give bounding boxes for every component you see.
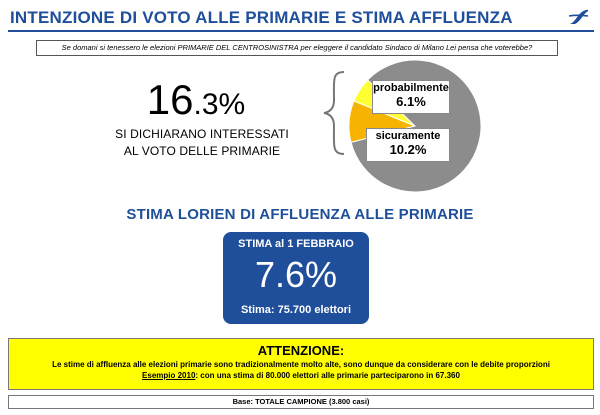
lorien-logo-icon [568, 9, 589, 24]
attention-example-label: Esempio 2010 [142, 371, 196, 380]
probabilmente-label: probabilmente [373, 82, 449, 94]
interested-caption: SI DICHIARANO INTERESSATI AL VOTO DELLE … [112, 126, 292, 160]
probabilmente-label-box: probabilmente 6.1% [372, 80, 450, 114]
page-title: INTENZIONE DI VOTO ALLE PRIMARIE E STIMA… [10, 8, 513, 27]
probabilmente-value: 6.1% [396, 94, 426, 109]
attention-box: ATTENZIONE: Le stime di affluenza alle e… [8, 338, 594, 390]
survey-question: Se domani si tenessero le elezioni PRIMA… [36, 40, 558, 56]
interested-value-decimal: .3% [193, 88, 246, 121]
voting-intention-pie-chart [348, 59, 482, 193]
stima-box-value: 7.6% [254, 254, 338, 295]
attention-line2: Esempio 2010: con una stima di 80.000 el… [9, 371, 593, 380]
title-underline [8, 30, 594, 32]
attention-example-text: : con una stima di 80.000 elettori alle … [195, 371, 460, 380]
interested-value-integer: 16 [146, 76, 194, 123]
stima-section-title: STIMA LORIEN DI AFFLUENZA ALLE PRIMARIE [126, 206, 474, 223]
stima-box: STIMA al 1 FEBBRAIO 7.6% Stima: 75.700 e… [223, 232, 369, 324]
attention-line1: Le stime di affluenza alle elezioni prim… [52, 360, 550, 369]
interested-percentage: 16.3% [126, 76, 266, 124]
sicuramente-value: 10.2% [389, 142, 427, 157]
stima-box-header: STIMA al 1 FEBBRAIO [238, 238, 354, 250]
attention-heading: ATTENZIONE: [257, 343, 345, 358]
sicuramente-label: sicuramente [375, 130, 441, 142]
curly-brace [323, 71, 345, 155]
interested-caption-line2: AL VOTO DELLE PRIMARIE [123, 144, 281, 158]
stima-box-subtitle: Stima: 75.700 elettori [240, 304, 352, 316]
sample-base: Base: TOTALE CAMPIONE (3.800 casi) [8, 395, 594, 409]
interested-caption-line1: SI DICHIARANO INTERESSATI [115, 127, 289, 141]
sicuramente-label-box: sicuramente 10.2% [366, 128, 450, 162]
